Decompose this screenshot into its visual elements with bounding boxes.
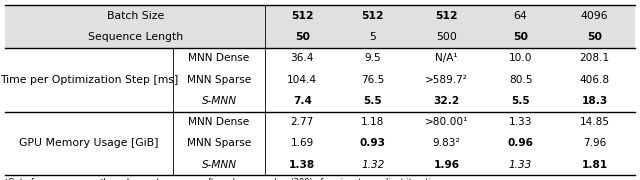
Text: MNN Dense: MNN Dense	[188, 117, 250, 127]
Text: 0.93: 0.93	[360, 138, 386, 148]
Text: 7.96: 7.96	[583, 138, 606, 148]
Text: 1.33: 1.33	[509, 117, 532, 127]
Text: 50: 50	[587, 32, 602, 42]
Text: MNN Dense: MNN Dense	[188, 53, 250, 64]
Text: 32.2: 32.2	[433, 96, 460, 106]
Text: 50: 50	[294, 32, 310, 42]
Text: 512: 512	[435, 11, 458, 21]
Text: 104.4: 104.4	[287, 75, 317, 85]
Text: 7.4: 7.4	[292, 96, 312, 106]
Text: 4096: 4096	[580, 11, 608, 21]
Text: 500: 500	[436, 32, 457, 42]
Text: 1.69: 1.69	[291, 138, 314, 148]
Text: ¹Out of memory error.  ²Loss does not converge after a large number (200) of con: ¹Out of memory error. ²Loss does not con…	[5, 178, 448, 180]
Text: MNN Sparse: MNN Sparse	[187, 138, 251, 148]
Text: 5.5: 5.5	[364, 96, 382, 106]
Text: 9.5: 9.5	[364, 53, 381, 64]
Text: 14.85: 14.85	[579, 117, 609, 127]
Text: 50: 50	[513, 32, 528, 42]
Text: Batch Size: Batch Size	[106, 11, 164, 21]
Text: 64: 64	[514, 11, 527, 21]
Text: MNN Sparse: MNN Sparse	[187, 75, 251, 85]
Text: 9.83²: 9.83²	[433, 138, 461, 148]
Text: 10.0: 10.0	[509, 53, 532, 64]
Text: >80.00¹: >80.00¹	[425, 117, 468, 127]
Text: 208.1: 208.1	[579, 53, 609, 64]
Text: 36.4: 36.4	[291, 53, 314, 64]
Text: Sequence Length: Sequence Length	[88, 32, 183, 42]
Text: 2.77: 2.77	[291, 117, 314, 127]
Text: 1.96: 1.96	[433, 160, 460, 170]
Text: 1.33: 1.33	[509, 160, 532, 170]
Text: 512: 512	[362, 11, 384, 21]
Text: 76.5: 76.5	[361, 75, 385, 85]
Text: 1.81: 1.81	[581, 160, 607, 170]
Text: 1.18: 1.18	[361, 117, 385, 127]
Text: 18.3: 18.3	[581, 96, 607, 106]
Text: 1.32: 1.32	[361, 160, 385, 170]
Text: 80.5: 80.5	[509, 75, 532, 85]
Text: Time per Optimization Step [ms]: Time per Optimization Step [ms]	[0, 75, 178, 85]
Text: S-MNN: S-MNN	[202, 160, 237, 170]
Text: 512: 512	[291, 11, 314, 21]
Text: GPU Memory Usage [GiB]: GPU Memory Usage [GiB]	[19, 138, 159, 148]
Text: 5.5: 5.5	[511, 96, 530, 106]
Text: 0.96: 0.96	[508, 138, 534, 148]
Text: N/A¹: N/A¹	[435, 53, 458, 64]
Text: 1.38: 1.38	[289, 160, 316, 170]
Text: 406.8: 406.8	[579, 75, 609, 85]
Text: S-MNN: S-MNN	[202, 96, 237, 106]
Text: >589.7²: >589.7²	[425, 75, 468, 85]
Text: 5: 5	[369, 32, 376, 42]
